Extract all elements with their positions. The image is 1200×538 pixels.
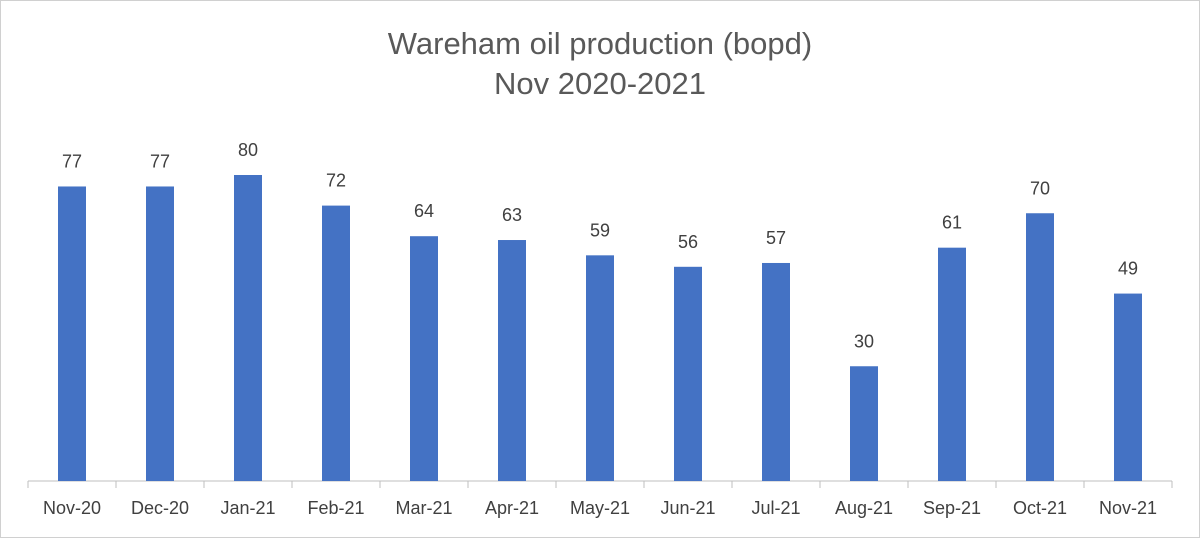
bar-may-21 xyxy=(586,255,614,481)
bar-dec-20 xyxy=(146,186,174,481)
x-axis-ticks xyxy=(27,481,1173,488)
bar-nov-21 xyxy=(1114,293,1142,481)
bar-nov-20 xyxy=(58,186,86,481)
bar-feb-21 xyxy=(322,205,350,481)
x-tick-label-may-21: May-21 xyxy=(570,498,630,518)
data-label-jul-21: 57 xyxy=(766,228,786,248)
bar-apr-21 xyxy=(498,240,526,481)
x-tick-label-nov-20: Nov-20 xyxy=(43,498,101,518)
x-tick-label-mar-21: Mar-21 xyxy=(395,498,452,518)
chart-subtitle: Nov 2020-2021 xyxy=(494,66,706,101)
data-labels-group: 77 77 80 72 64 63 59 56 57 30 61 70 49 xyxy=(62,140,1138,351)
bar-mar-21 xyxy=(410,236,438,481)
chart-title-block: Wareham oil production (bopd) Nov 2020-2… xyxy=(0,24,1200,104)
data-label-jan-21: 80 xyxy=(238,140,258,160)
bar-sep-21 xyxy=(938,247,966,481)
x-tick-label-jan-21: Jan-21 xyxy=(220,498,275,518)
x-tick-label-jul-21: Jul-21 xyxy=(751,498,800,518)
bars-group xyxy=(58,175,1142,481)
data-label-apr-21: 63 xyxy=(502,205,522,225)
x-tick-label-apr-21: Apr-21 xyxy=(485,498,539,518)
data-label-may-21: 59 xyxy=(590,220,610,240)
x-tick-labels-group: Nov-20 Dec-20 Jan-21 Feb-21 Mar-21 Apr-21 May-… xyxy=(43,498,1157,518)
x-tick-label-feb-21: Feb-21 xyxy=(307,498,364,518)
bar-jan-21 xyxy=(234,175,262,481)
data-label-jun-21: 56 xyxy=(678,232,698,252)
data-label-mar-21: 64 xyxy=(414,201,434,221)
x-tick-label-aug-21: Aug-21 xyxy=(835,498,893,518)
x-tick-label-sep-21: Sep-21 xyxy=(923,498,981,518)
data-label-feb-21: 72 xyxy=(326,171,346,191)
bar-aug-21 xyxy=(850,366,878,481)
data-label-dec-20: 77 xyxy=(150,151,170,171)
bar-oct-21 xyxy=(1026,213,1054,481)
x-tick-label-nov-21: Nov-21 xyxy=(1099,498,1157,518)
x-tick-label-oct-21: Oct-21 xyxy=(1013,498,1067,518)
bar-jun-21 xyxy=(674,266,702,481)
data-label-oct-21: 70 xyxy=(1030,178,1050,198)
chart-title: Wareham oil production (bopd) xyxy=(387,26,813,61)
x-tick-label-jun-21: Jun-21 xyxy=(660,498,715,518)
bar-jul-21 xyxy=(762,262,790,481)
data-label-aug-21: 30 xyxy=(854,331,874,351)
data-label-nov-20: 77 xyxy=(62,151,82,171)
data-label-nov-21: 49 xyxy=(1118,259,1138,279)
x-tick-label-dec-20: Dec-20 xyxy=(131,498,189,518)
data-label-sep-21: 61 xyxy=(942,213,962,233)
